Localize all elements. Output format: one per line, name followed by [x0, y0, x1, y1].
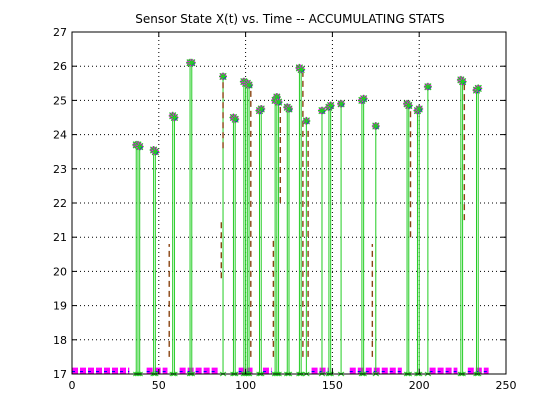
peak-marker-star [423, 82, 432, 91]
x-tick-label: 150 [322, 379, 343, 392]
peak-marker-star [297, 65, 306, 74]
peak-marker-star [415, 104, 424, 113]
y-tick-label: 23 [53, 163, 67, 176]
peak-marker-star [285, 104, 293, 113]
peak-marker-star [474, 84, 483, 93]
peak-marker-star [219, 72, 228, 81]
peak-marker-star [257, 104, 266, 113]
x-tick-label: 50 [152, 379, 166, 392]
dashed-traces [168, 73, 466, 357]
x-axis-ticks: 0 50 100 150 200 250 [69, 32, 517, 392]
peak-marker-star [231, 115, 240, 124]
peak-marker-star [272, 92, 281, 101]
y-tick-label: 20 [53, 265, 67, 278]
y-tick-label: 24 [53, 129, 67, 142]
y-axis-ticks: 17 18 19 20 21 22 23 24 25 26 27 [53, 26, 506, 381]
peak-marker-star [458, 77, 467, 86]
chart-title: Sensor State X(t) vs. Time -- ACCUMULATI… [135, 12, 444, 26]
peak-marker-star [187, 58, 196, 67]
peak-marker-star [271, 96, 280, 105]
y-tick-label: 19 [53, 300, 67, 313]
stem-lines [135, 62, 479, 374]
y-tick-label: 25 [53, 94, 67, 107]
y-tick-label: 26 [53, 60, 67, 73]
peak-marker-star [302, 116, 311, 125]
peak-marker-star [317, 106, 326, 115]
x-tick-label: 100 [235, 379, 256, 392]
peak-marker-star [337, 99, 346, 108]
x-tick-label: 200 [409, 379, 430, 392]
peak-marker-star [245, 81, 254, 90]
peak-marker-star [170, 113, 179, 122]
peak-markers [132, 58, 483, 377]
peak-marker-star [359, 94, 368, 103]
x-tick-label: 250 [496, 379, 517, 392]
y-tick-label: 17 [53, 368, 67, 381]
peak-marker-star [326, 101, 335, 110]
y-tick-label: 18 [53, 334, 67, 347]
peak-marker-star [371, 122, 380, 131]
peak-marker-star [135, 142, 144, 151]
y-tick-label: 27 [53, 26, 67, 39]
peak-marker-star [274, 98, 283, 107]
peak-marker-star [151, 147, 160, 156]
y-tick-label: 21 [53, 231, 67, 244]
peak-marker-star [404, 101, 413, 110]
x-tick-label: 0 [69, 379, 76, 392]
y-tick-label: 22 [53, 197, 67, 210]
